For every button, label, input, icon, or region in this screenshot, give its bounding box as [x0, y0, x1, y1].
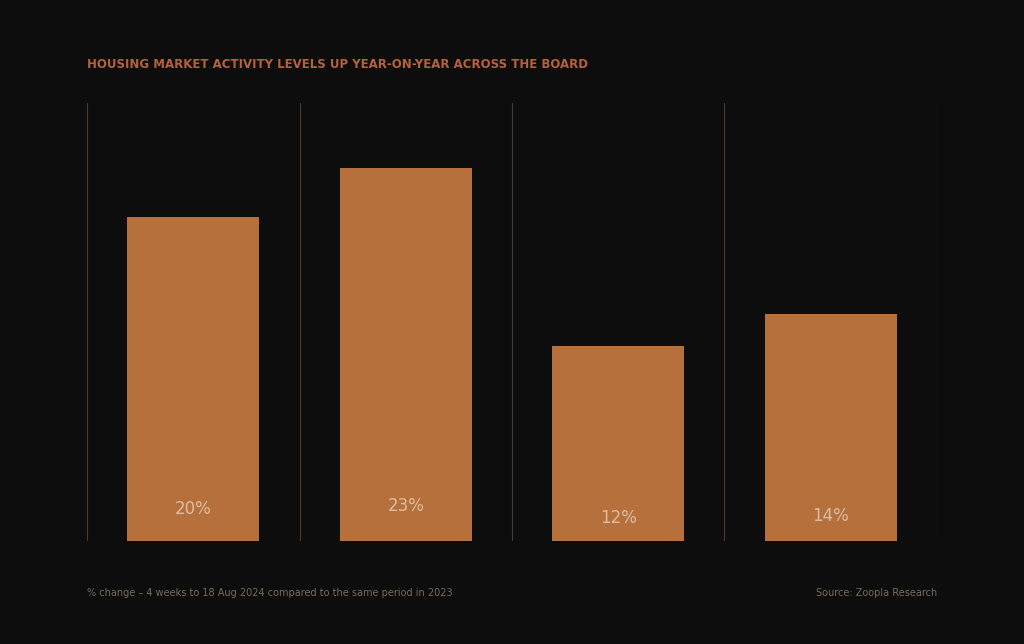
Text: 23%: 23%	[387, 497, 424, 515]
Text: 12%: 12%	[600, 509, 637, 527]
Text: Source: Zoopla Research: Source: Zoopla Research	[816, 588, 937, 598]
Text: 20%: 20%	[175, 500, 212, 518]
Text: 14%: 14%	[812, 507, 849, 525]
Text: % change – 4 weeks to 18 Aug 2024 compared to the same period in 2023: % change – 4 weeks to 18 Aug 2024 compar…	[87, 588, 453, 598]
Bar	[765, 314, 897, 541]
Bar	[127, 216, 259, 541]
Bar	[340, 168, 472, 541]
Bar	[552, 346, 684, 541]
Text: HOUSING MARKET ACTIVITY LEVELS UP YEAR-ON-YEAR ACROSS THE BOARD: HOUSING MARKET ACTIVITY LEVELS UP YEAR-O…	[87, 57, 588, 71]
